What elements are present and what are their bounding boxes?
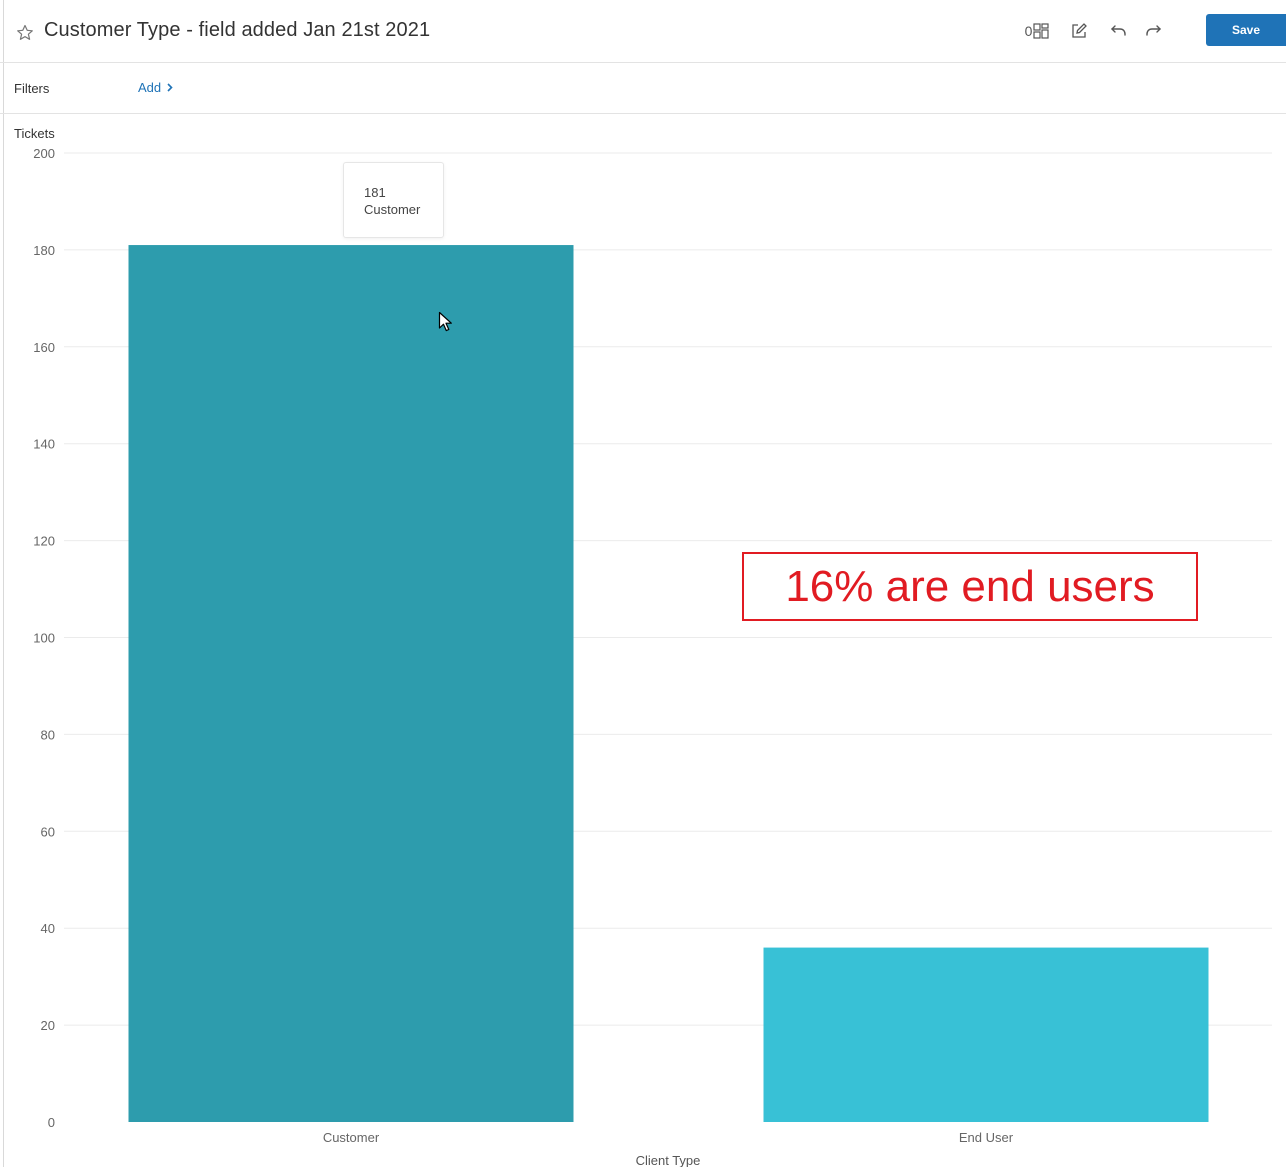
- add-filter-button[interactable]: Add: [138, 80, 173, 95]
- chart-canvas: Tickets 0 20 40 60 80 100 120 140 160 180 200 Custom…: [14, 126, 1272, 1167]
- save-button[interactable]: Save: [1206, 14, 1286, 46]
- y-tick-label: 200: [33, 146, 55, 161]
- x-tick-label: Customer: [323, 1130, 380, 1145]
- y-tick-label: 0: [48, 1115, 55, 1130]
- filters-bar: Filters Add: [0, 63, 1286, 114]
- undo-icon: [1109, 24, 1127, 38]
- layout-grid-icon: [1033, 23, 1049, 39]
- y-axis-title: Tickets: [14, 126, 55, 141]
- tooltip-value: 181: [364, 185, 386, 200]
- layout-button[interactable]: 0: [1022, 19, 1052, 43]
- page-left-border: [3, 0, 4, 1167]
- y-tick-label: 80: [41, 727, 55, 742]
- report-header: Customer Type - field added Jan 21st 202…: [0, 0, 1286, 63]
- y-tick-label: 180: [33, 243, 55, 258]
- star-icon[interactable]: [15, 23, 35, 43]
- chevron-right-icon: [167, 80, 173, 95]
- add-filter-label: Add: [138, 80, 162, 95]
- edit-button[interactable]: [1067, 19, 1091, 43]
- layout-count: 0: [1024, 23, 1033, 39]
- filters-label: Filters: [14, 81, 50, 96]
- y-tick-label: 160: [33, 340, 55, 355]
- undo-button[interactable]: [1106, 19, 1130, 43]
- annotation-callout: 16% are end users: [742, 552, 1198, 621]
- y-tick-label: 100: [33, 631, 55, 646]
- annotation-text: 16% are end users: [785, 561, 1155, 611]
- redo-button[interactable]: [1142, 19, 1166, 43]
- x-axis-title: Client Type: [636, 1153, 701, 1167]
- mouse-cursor-icon: [438, 311, 454, 333]
- x-tick-label: End User: [959, 1130, 1014, 1145]
- y-tick-label: 60: [41, 824, 55, 839]
- bar-customer: [128, 245, 574, 1122]
- bar-end-user: [763, 947, 1209, 1122]
- chart-tooltip: 181 Customer: [343, 162, 444, 238]
- y-tick-label: 20: [41, 1018, 55, 1033]
- y-tick-label: 120: [33, 534, 55, 549]
- y-tick-label: 40: [41, 921, 55, 936]
- report-title: Customer Type - field added Jan 21st 202…: [44, 19, 431, 41]
- redo-icon: [1145, 24, 1163, 38]
- edit-icon: [1070, 22, 1088, 40]
- bar-chart: Tickets 0 20 40 60 80 100 120 140 160 180 200 Custom…: [0, 114, 1286, 1167]
- tooltip-category: Customer: [364, 202, 421, 217]
- y-tick-label: 140: [33, 437, 55, 452]
